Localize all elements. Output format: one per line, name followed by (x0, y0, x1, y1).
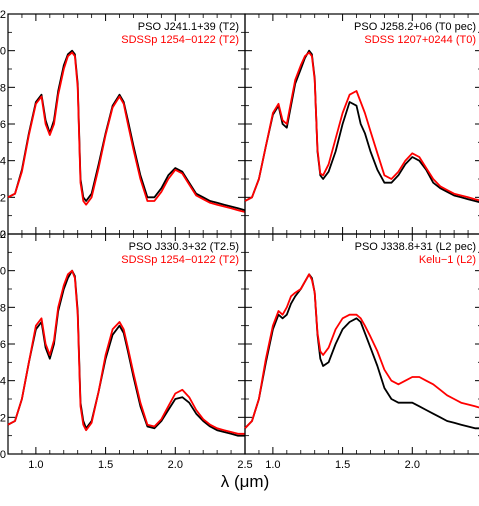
x-tick-label: 1.0 (28, 459, 43, 471)
y-tick-label: 1.0 (0, 266, 6, 278)
y-tick-label: 0.6 (0, 119, 6, 131)
legend-entry: PSO J241.1+39 (T2) (138, 21, 239, 33)
series-line-black (7, 269, 245, 437)
x-tick-label: 1.5 (98, 459, 113, 471)
y-tick-label: 0.4 (0, 156, 6, 168)
panel-2: PSO J258.2+06 (T0 pec)SDSS 1207+0244 (T0… (244, 13, 479, 235)
y-tick-label: 0.2 (0, 412, 6, 424)
panel-frame (244, 13, 479, 235)
y-tick-label: 1.2 (0, 229, 6, 241)
y-tick-label: 0.0 (0, 449, 6, 461)
series-line-black (7, 49, 246, 212)
x-tick-label: 2.0 (168, 459, 183, 471)
y-tick-label: 1.0 (0, 46, 6, 58)
y-tick-label: 0.6 (0, 339, 6, 351)
series-line-red (244, 51, 479, 202)
legend-entry: PSO J258.2+06 (T0 pec) (354, 21, 476, 33)
series-line-red (7, 51, 246, 213)
y-tick-label: 0.8 (0, 302, 6, 314)
y-tick-label: 1.2 (0, 9, 6, 21)
panel-3: 0.0 0.2 0.4 0.6 0.8 1.0 1.2 1.0 1.5 2.0 2.5 PSO J33… (0, 229, 253, 471)
series-line-black (244, 49, 479, 203)
legend-entry: SDSS 1207+0244 (T0) (364, 34, 476, 46)
legend-entry: PSO J338.8+31 (L2 pec) (355, 241, 476, 253)
y-tick-label: 0.4 (0, 376, 6, 388)
legend-entry: SDSSp 1254−0122 (T2) (121, 34, 239, 46)
y-tick-label: 0.2 (0, 192, 6, 204)
y-tick-label: 0.8 (0, 82, 6, 94)
series-line-red (7, 269, 245, 435)
legend-entry: SDSSp 1254−0122 (T2) (121, 254, 239, 266)
x-tick-label: 2.0 (405, 459, 420, 471)
panel-frame (244, 233, 479, 455)
x-axis-label: λ (μm) (221, 472, 270, 491)
x-tick-label: 1.5 (335, 459, 350, 471)
x-tick-label: 1.0 (265, 459, 280, 471)
series-line-red (244, 273, 479, 429)
y-tick-label: 0.0 (0, 229, 6, 241)
x-tick-label: 2.5 (237, 459, 252, 471)
legend-entry: PSO J330.3+32 (T2.5) (129, 241, 239, 253)
series-line-black (244, 273, 479, 430)
legend-entry: Kelu−1 (L2) (419, 254, 476, 266)
panel-4: 1.0 1.5 2.0 PSO J338.8+31 (L2 pec)Kelu−1 (L… (244, 233, 479, 471)
panel-1: 0.0 0.2 0.4 0.6 0.8 1.0 1.2 PSO J241.1+39 (T2)S… (0, 9, 246, 241)
